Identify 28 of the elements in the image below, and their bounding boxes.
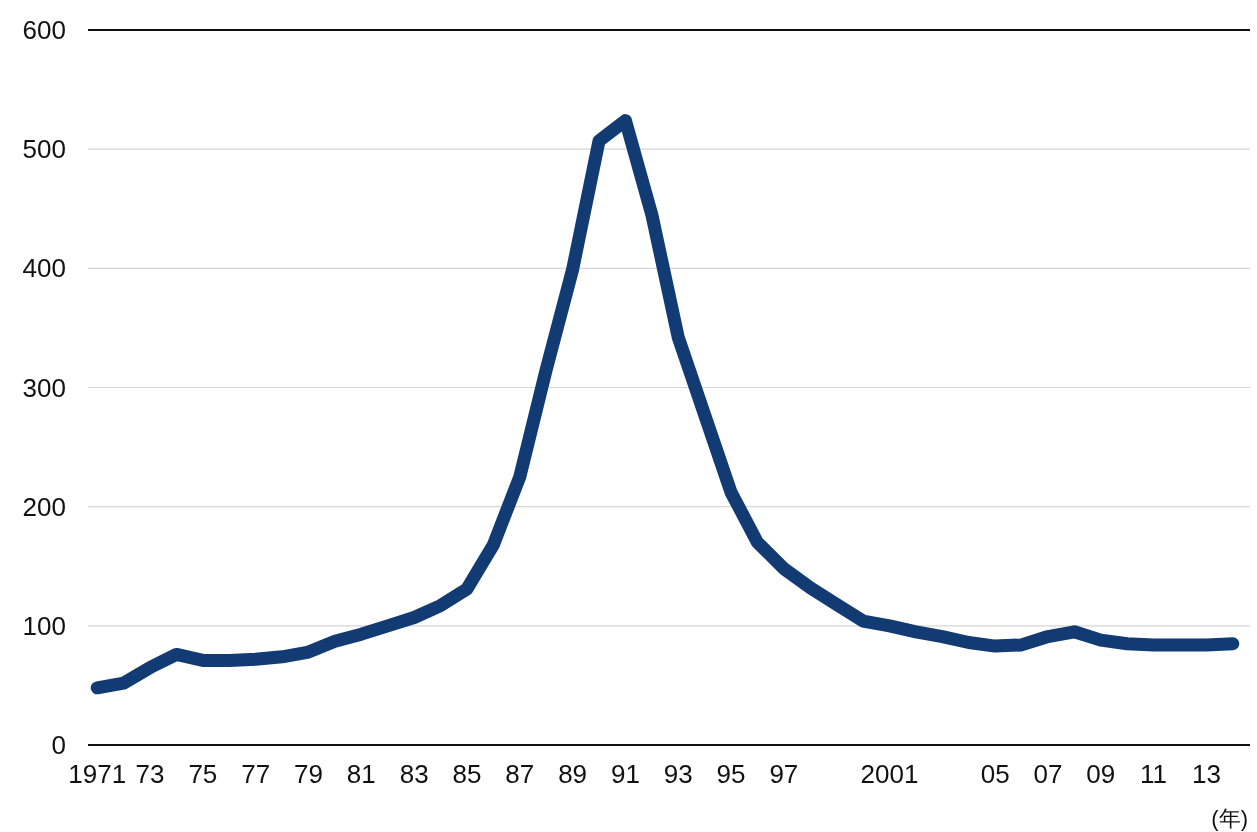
x-tick-label: 79 bbox=[294, 759, 323, 789]
x-tick-label: 91 bbox=[610, 759, 640, 789]
x-tick-label: 07 bbox=[1033, 759, 1063, 789]
x-tick-label: 73 bbox=[135, 759, 165, 789]
x-tick-label: 2001 bbox=[860, 759, 919, 789]
x-tick-label: 11 bbox=[1140, 759, 1168, 789]
y-tick-label: 0 bbox=[51, 730, 66, 760]
x-tick-label: 85 bbox=[452, 759, 482, 789]
x-tick-label: 87 bbox=[505, 759, 535, 789]
x-tick-label: 1971 bbox=[68, 759, 127, 789]
x-tick-label: 95 bbox=[716, 759, 746, 789]
y-tick-label: 500 bbox=[22, 134, 66, 165]
x-tick-label: 93 bbox=[663, 759, 693, 789]
x-tick-label: 97 bbox=[769, 759, 799, 789]
y-tick-label: 600 bbox=[22, 15, 66, 45]
x-tick-label: 83 bbox=[399, 759, 429, 789]
y-tick-label: 300 bbox=[22, 372, 66, 403]
x-tick-label: 81 bbox=[346, 759, 376, 789]
x-axis-title: (年) bbox=[1211, 806, 1248, 831]
x-tick-label: 05 bbox=[980, 759, 1010, 789]
x-tick-label: 13 bbox=[1191, 759, 1221, 789]
y-tick-label: 200 bbox=[22, 491, 66, 522]
y-tick-label: 400 bbox=[22, 253, 66, 284]
x-tick-label: 77 bbox=[241, 759, 271, 789]
x-tick-label: 75 bbox=[188, 759, 218, 789]
x-tick-label: 89 bbox=[558, 759, 588, 789]
y-tick-label: 100 bbox=[22, 610, 66, 641]
x-tick-label: 09 bbox=[1086, 759, 1116, 789]
